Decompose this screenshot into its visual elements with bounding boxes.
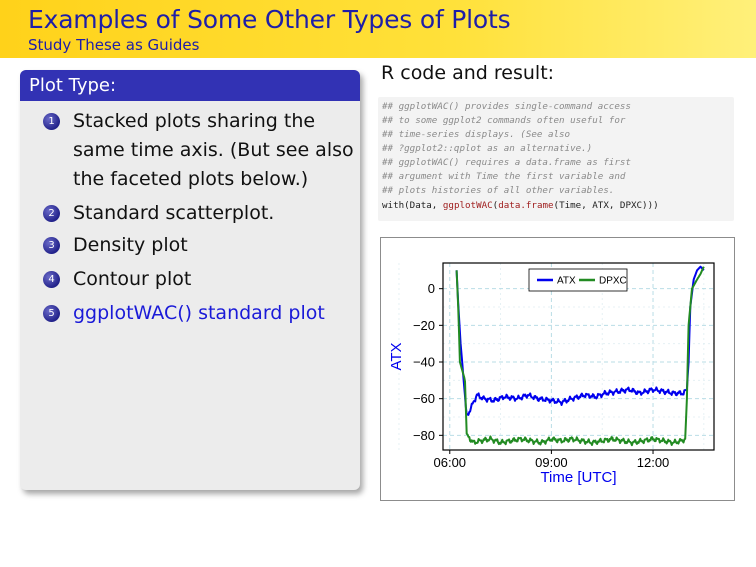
slide-subtitle: Study These as Guides: [28, 36, 200, 54]
series-line-dpxc: [455, 266, 705, 447]
y-tick-label: −60: [413, 391, 435, 406]
code-comment-line: ## ?ggplot2::qplot as an alternative.): [382, 143, 593, 154]
item-number-badge: 1: [43, 113, 60, 130]
block-title: Plot Type:: [20, 70, 360, 101]
item-line: Standard scatterplot.: [73, 202, 275, 224]
y-tick-label: −40: [413, 355, 435, 370]
code-block: ## ggplotWAC() provides single-command a…: [378, 97, 734, 221]
item-text: Density plot: [73, 231, 363, 260]
code-section-title: R code and result:: [381, 62, 555, 84]
code-comment-line: ## ggplotWAC() provides single-command a…: [382, 101, 631, 112]
item-line: the faceted plots below.): [73, 168, 309, 190]
code-fn: with: [382, 200, 405, 211]
code-comment-line: ## ggplotWAC() requires a data.frame as …: [382, 157, 631, 168]
x-axis-label: Time [UTC]: [540, 469, 616, 486]
y-tick-label: −20: [413, 318, 435, 333]
x-tick-label: 06:00: [434, 455, 467, 470]
code-text: (: [492, 200, 499, 211]
code-comment-line: ## plots histories of all other variable…: [382, 185, 615, 196]
series-lines: [455, 265, 705, 447]
plot-background: [443, 263, 714, 450]
series-line-atx: [455, 265, 705, 416]
code-comment-line: ## argument with Time the first variable…: [382, 171, 626, 182]
item-line: Stacked plots sharing the: [73, 110, 316, 132]
code-text: (Time, ATX, DPXC))): [553, 200, 659, 211]
item-text: Contour plot: [73, 265, 363, 294]
legend-label-atx: ATX: [557, 276, 576, 287]
axis-ticks: 06:00 09:00 12:00 0 −20 −40 −60 −80: [413, 281, 669, 470]
code-comment-line: ## to some ggplot2 commands often useful…: [382, 115, 626, 126]
y-tick-label: −80: [413, 428, 435, 443]
code-command-line: with(Data, ggplotWAC(data.frame(Time, AT…: [382, 200, 659, 211]
item-line: same time axis. (But see also: [73, 139, 354, 161]
plot-type-block: Plot Type: 1 Stacked plots sharing the s…: [20, 70, 360, 490]
y-tick-label: 0: [428, 281, 435, 296]
item-line: Contour plot: [73, 268, 192, 290]
item-number-badge: 5: [43, 305, 60, 322]
plot-frame: 06:00 09:00 12:00 0 −20 −40 −60 −80 Time [UTC] …: [296, 237, 735, 501]
item-text: Standard scatterplot.: [73, 199, 363, 228]
item-line: Density plot: [73, 234, 188, 256]
x-tick-label: 09:00: [535, 455, 568, 470]
time-series-chart: 06:00 09:00 12:000−20−40−60−80 Time [UTC] …: [296, 262, 715, 486]
grid: [296, 263, 714, 450]
item-line: ggplotWAC() standard plot: [73, 302, 325, 324]
slide-title: Examples of Some Other Types of Plots: [28, 5, 511, 34]
code-fn: data.frame: [498, 200, 554, 211]
y-axis-label: ATX: [388, 342, 405, 370]
legend-label-dpxc: DPXC: [599, 276, 627, 287]
slide-header: Examples of Some Other Types of Plots St…: [0, 0, 756, 58]
plot-border: [442, 262, 715, 451]
code-fn: ggplotWAC: [442, 200, 493, 211]
item-text: Stacked plots sharing the same time axis…: [73, 107, 363, 194]
x-tick-label: 12:00: [637, 455, 670, 470]
item-text: ggplotWAC() standard plot: [73, 299, 363, 328]
code-comment-line: ## time-series displays. (See also: [382, 129, 571, 140]
item-number-badge: 3: [43, 237, 60, 254]
legend: ATX DPXC: [528, 268, 628, 292]
code-text: (Data,: [404, 200, 443, 211]
item-number-badge: 4: [43, 271, 60, 288]
item-number-badge: 2: [43, 205, 60, 222]
legend-box: [528, 268, 628, 292]
